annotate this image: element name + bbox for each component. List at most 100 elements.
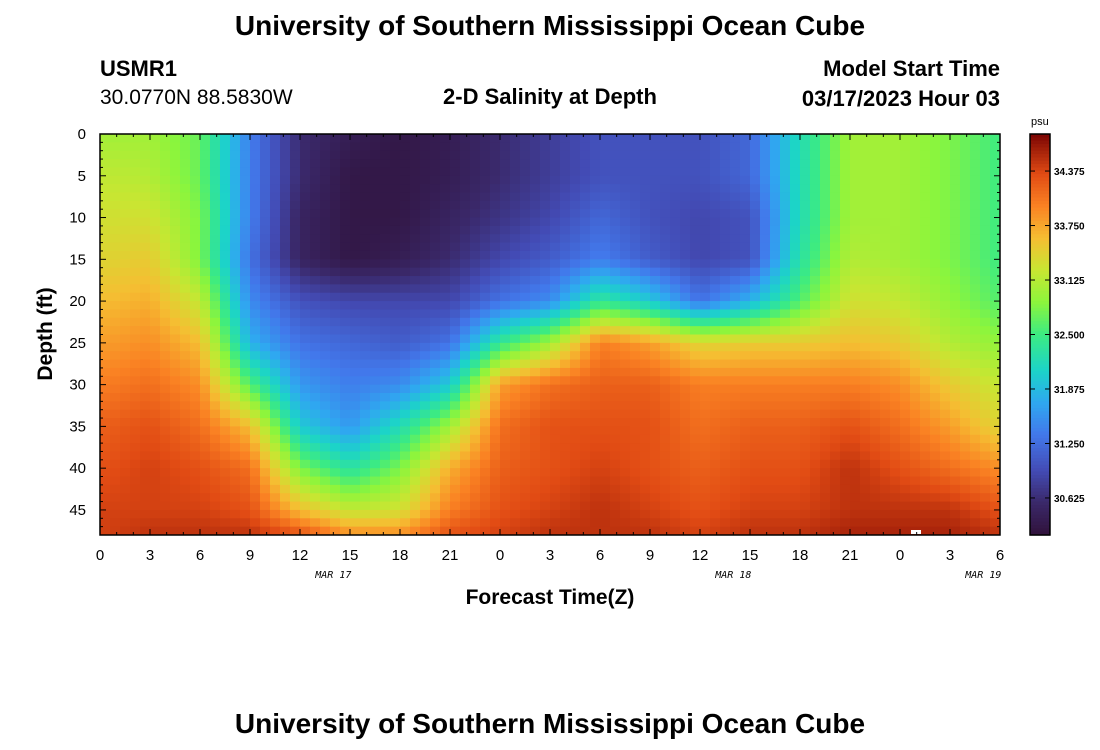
heatmap-cell	[500, 234, 511, 244]
heatmap-cell	[810, 317, 821, 327]
heatmap-cell	[490, 326, 501, 336]
heatmap-cell	[460, 150, 471, 160]
heatmap-cell	[890, 501, 901, 511]
heatmap-cell	[990, 518, 1000, 528]
heatmap-cell	[170, 142, 181, 152]
heatmap-cell	[890, 192, 901, 202]
heatmap-cell	[360, 426, 371, 436]
heatmap-cell	[380, 284, 391, 294]
heatmap-cell	[100, 209, 111, 219]
heatmap-cell	[410, 200, 421, 210]
heatmap-cell	[830, 334, 841, 344]
heatmap-cell	[450, 359, 461, 369]
heatmap-cell	[970, 150, 981, 160]
heatmap-cell	[660, 409, 671, 419]
heatmap-cell	[630, 376, 641, 386]
heatmap-cell	[730, 309, 741, 319]
heatmap-cell	[730, 142, 741, 152]
heatmap-cell	[680, 142, 691, 152]
heatmap-cell	[120, 242, 131, 252]
heatmap-cell	[290, 468, 301, 478]
heatmap-cell	[350, 209, 361, 219]
heatmap-cell	[580, 192, 591, 202]
heatmap-cell	[400, 259, 411, 269]
heatmap-cell	[380, 200, 391, 210]
heatmap-cell	[610, 259, 621, 269]
heatmap-cell	[860, 234, 871, 244]
heatmap-cell	[170, 200, 181, 210]
heatmap-cell	[880, 476, 891, 486]
heatmap-cell	[670, 250, 681, 260]
heatmap-cell	[840, 267, 851, 277]
heatmap-cell	[980, 409, 991, 419]
heatmap-cell	[710, 334, 721, 344]
heatmap-cell	[460, 334, 471, 344]
heatmap-cell	[370, 317, 381, 327]
heatmap-cell	[750, 259, 761, 269]
heatmap-cell	[220, 284, 231, 294]
heatmap-cell	[470, 468, 481, 478]
heatmap-cell	[810, 509, 821, 519]
heatmap-cell	[650, 351, 661, 361]
heatmap-cell	[420, 401, 431, 411]
heatmap-cell	[560, 284, 571, 294]
heatmap-cell	[490, 142, 501, 152]
heatmap-cell	[150, 234, 161, 244]
heatmap-cell	[510, 175, 521, 185]
y-tick-label: 20	[69, 293, 86, 310]
heatmap-cell	[230, 342, 241, 352]
heatmap-cell	[720, 418, 731, 427]
heatmap-cell	[680, 200, 691, 210]
heatmap-cell	[970, 392, 981, 402]
heatmap-cell	[990, 418, 1000, 427]
heatmap-cell	[500, 192, 511, 202]
heatmap-cell	[450, 142, 461, 152]
x-tick-label: 6	[196, 547, 204, 564]
heatmap-cell	[750, 200, 761, 210]
heatmap-cell	[160, 276, 171, 285]
heatmap-cell	[870, 509, 881, 519]
heatmap-cell	[990, 476, 1000, 486]
heatmap-cell	[200, 184, 211, 194]
heatmap-cell	[570, 259, 581, 269]
heatmap-cell	[120, 342, 131, 352]
heatmap-cell	[210, 267, 221, 277]
colorbar-band	[1030, 264, 1050, 269]
heatmap-cell	[550, 292, 561, 302]
heatmap-cell	[120, 351, 131, 361]
heatmap-cell	[230, 493, 241, 503]
colorbar-band	[1030, 220, 1050, 225]
heatmap-cell	[840, 200, 851, 210]
heatmap-cell	[570, 284, 581, 294]
heatmap-cell	[820, 342, 831, 352]
heatmap-cell	[670, 367, 681, 377]
heatmap-cell	[150, 401, 161, 411]
heatmap-cell	[200, 434, 211, 444]
heatmap-cell	[880, 292, 891, 302]
heatmap-cell	[550, 451, 561, 461]
heatmap-cell	[930, 150, 941, 160]
heatmap-cell	[280, 434, 291, 444]
heatmap-cell	[960, 309, 971, 319]
heatmap-cell	[460, 476, 471, 486]
heatmap-cell	[150, 509, 161, 519]
heatmap-cell	[440, 142, 451, 152]
heatmap-cell	[200, 476, 211, 486]
heatmap-cell	[900, 409, 911, 419]
heatmap-cell	[410, 384, 421, 394]
heatmap-cell	[940, 217, 951, 227]
heatmap-cell	[650, 150, 661, 160]
heatmap-cell	[200, 150, 211, 160]
heatmap-cell	[430, 292, 441, 302]
heatmap-cell	[430, 309, 441, 319]
heatmap-cell	[860, 192, 871, 202]
heatmap-cell	[240, 509, 251, 519]
colorbar-band	[1030, 247, 1050, 252]
heatmap-cell	[700, 376, 711, 386]
heatmap-cell	[690, 451, 701, 461]
heatmap-cell	[880, 134, 891, 143]
heatmap-cell	[180, 493, 191, 503]
heatmap-cell	[750, 351, 761, 361]
heatmap-cell	[420, 342, 431, 352]
heatmap-cell	[570, 234, 581, 244]
